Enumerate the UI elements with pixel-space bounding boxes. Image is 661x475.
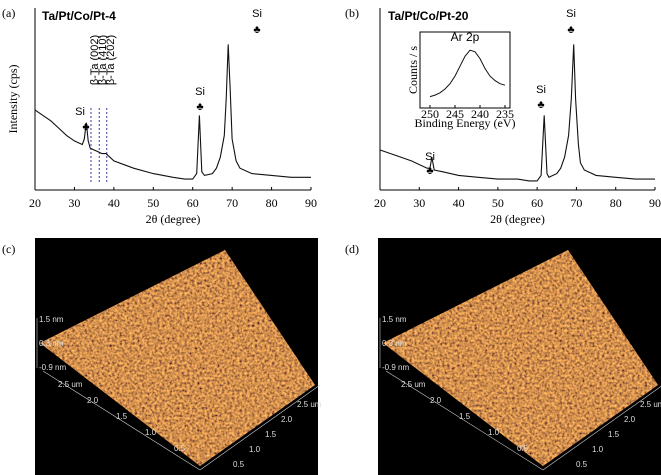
axis-tick-label: 2.0: [430, 396, 442, 405]
resistivity: 2.3×10² μΩ·cm: [43, 250, 119, 264]
x-tick-label: 70: [226, 196, 238, 210]
panel-label: (c): [2, 242, 15, 256]
x-tick-label: 40: [108, 196, 120, 210]
data-line: [34, 44, 311, 180]
x-tick-label: 50: [147, 196, 159, 210]
data-line: [379, 44, 655, 182]
annotation: ♣: [82, 121, 89, 133]
axis-tick-label: 2.0: [87, 396, 99, 405]
axis-tick-label: 2.5 um: [401, 380, 426, 389]
annotation: Si: [566, 8, 576, 20]
annotation: Si: [425, 151, 435, 163]
x-axis-label: Binding Energy (eV): [414, 116, 515, 130]
x-tick-label: 60: [187, 196, 199, 210]
resistivity: 3.9×10⁵ μΩ·cm: [386, 250, 462, 264]
axis-tick-label: 0.5: [174, 444, 186, 453]
x-tick-label: 250: [421, 107, 439, 121]
panel-label: (a): [2, 6, 15, 20]
afm-axis: [42, 370, 201, 471]
x-tick-label: 240: [471, 107, 489, 121]
z-tick-label: -0.9 nm: [39, 363, 66, 372]
annotation: β-Ta (002): [89, 35, 101, 85]
axis-tick-label: 2.0: [281, 415, 293, 424]
axis-tick-label: 0.5: [576, 460, 588, 469]
x-tick-label: 80: [266, 196, 278, 210]
z-tick-label: 0.3 nm: [39, 339, 64, 348]
axis-tick-label: 0.5: [517, 444, 529, 453]
annotation: Si: [252, 8, 262, 20]
afm-axis: [542, 386, 661, 471]
y-axis-label: Counts / s: [406, 46, 420, 94]
z-tick-label: -0.9 nm: [382, 363, 409, 372]
z-tick-label: 1.5 nm: [382, 315, 407, 324]
panel-label: (d): [345, 242, 359, 256]
x-tick-label: 80: [610, 196, 622, 210]
axis-tick-label: 1.0: [592, 445, 604, 454]
data-line: [429, 49, 506, 98]
annotation: ♣: [253, 24, 260, 36]
annotation: Si: [195, 86, 205, 98]
x-tick-label: 90: [305, 196, 317, 210]
z-tick-label: 0.3 nm: [382, 339, 407, 348]
axis-tick-label: 1.0: [145, 428, 157, 437]
x-tick-label: 90: [649, 196, 661, 210]
afm-axis: [385, 370, 544, 471]
axis-tick-label: 2.0: [624, 415, 636, 424]
x-tick-label: 50: [492, 196, 504, 210]
annotation: ♣: [567, 24, 574, 36]
x-axis-label: 2θ (degree): [146, 212, 201, 226]
x-tick-label: 60: [531, 196, 543, 210]
axis-tick-label: 1.5: [459, 412, 471, 421]
panel-label: (b): [345, 6, 359, 20]
annotation: β-Ta (202): [105, 35, 117, 85]
annotation: ♣: [196, 101, 203, 113]
inset-title: Ar 2p: [451, 30, 480, 44]
annotation: ♣: [537, 99, 544, 111]
axis-tick-label: 2.5 um: [297, 400, 322, 409]
axis-tick-label: 2.5 um: [640, 400, 661, 409]
axis-tick-label: 1.5: [265, 430, 277, 439]
afm-axis: [199, 384, 321, 471]
x-tick-label: 245: [446, 107, 464, 121]
x-axis-label: 2θ (degree): [490, 212, 545, 226]
chart-title: Ta/Pt/Co/Pt-20: [388, 9, 469, 23]
x-tick-label: 30: [68, 196, 80, 210]
annotation: β-Ta (410): [97, 35, 109, 85]
x-tick-label: 20: [374, 196, 386, 210]
axis-tick-label: 0.5: [233, 460, 245, 469]
axis-tick-label: 1.0: [488, 428, 500, 437]
x-tick-label: 235: [496, 107, 514, 121]
afm-surface: [40, 250, 315, 466]
y-axis-label: Intensity (cps): [6, 65, 20, 134]
axis-tick-label: 1.5: [608, 430, 620, 439]
x-tick-label: 20: [29, 196, 41, 210]
annotation: Si: [75, 106, 85, 118]
annotation: ♣: [426, 165, 433, 177]
x-tick-label: 40: [453, 196, 465, 210]
axis-tick-label: 2.5 um: [58, 380, 83, 389]
x-tick-label: 70: [570, 196, 582, 210]
afm-surface: [383, 250, 658, 466]
x-tick-label: 30: [413, 196, 425, 210]
chart-title: Ta/Pt/Co/Pt-4: [42, 9, 116, 23]
axis-tick-label: 1.5: [116, 412, 128, 421]
z-tick-label: 1.5 nm: [39, 315, 64, 324]
annotation: Si: [536, 84, 546, 96]
axis-tick-label: 1.0: [249, 445, 261, 454]
